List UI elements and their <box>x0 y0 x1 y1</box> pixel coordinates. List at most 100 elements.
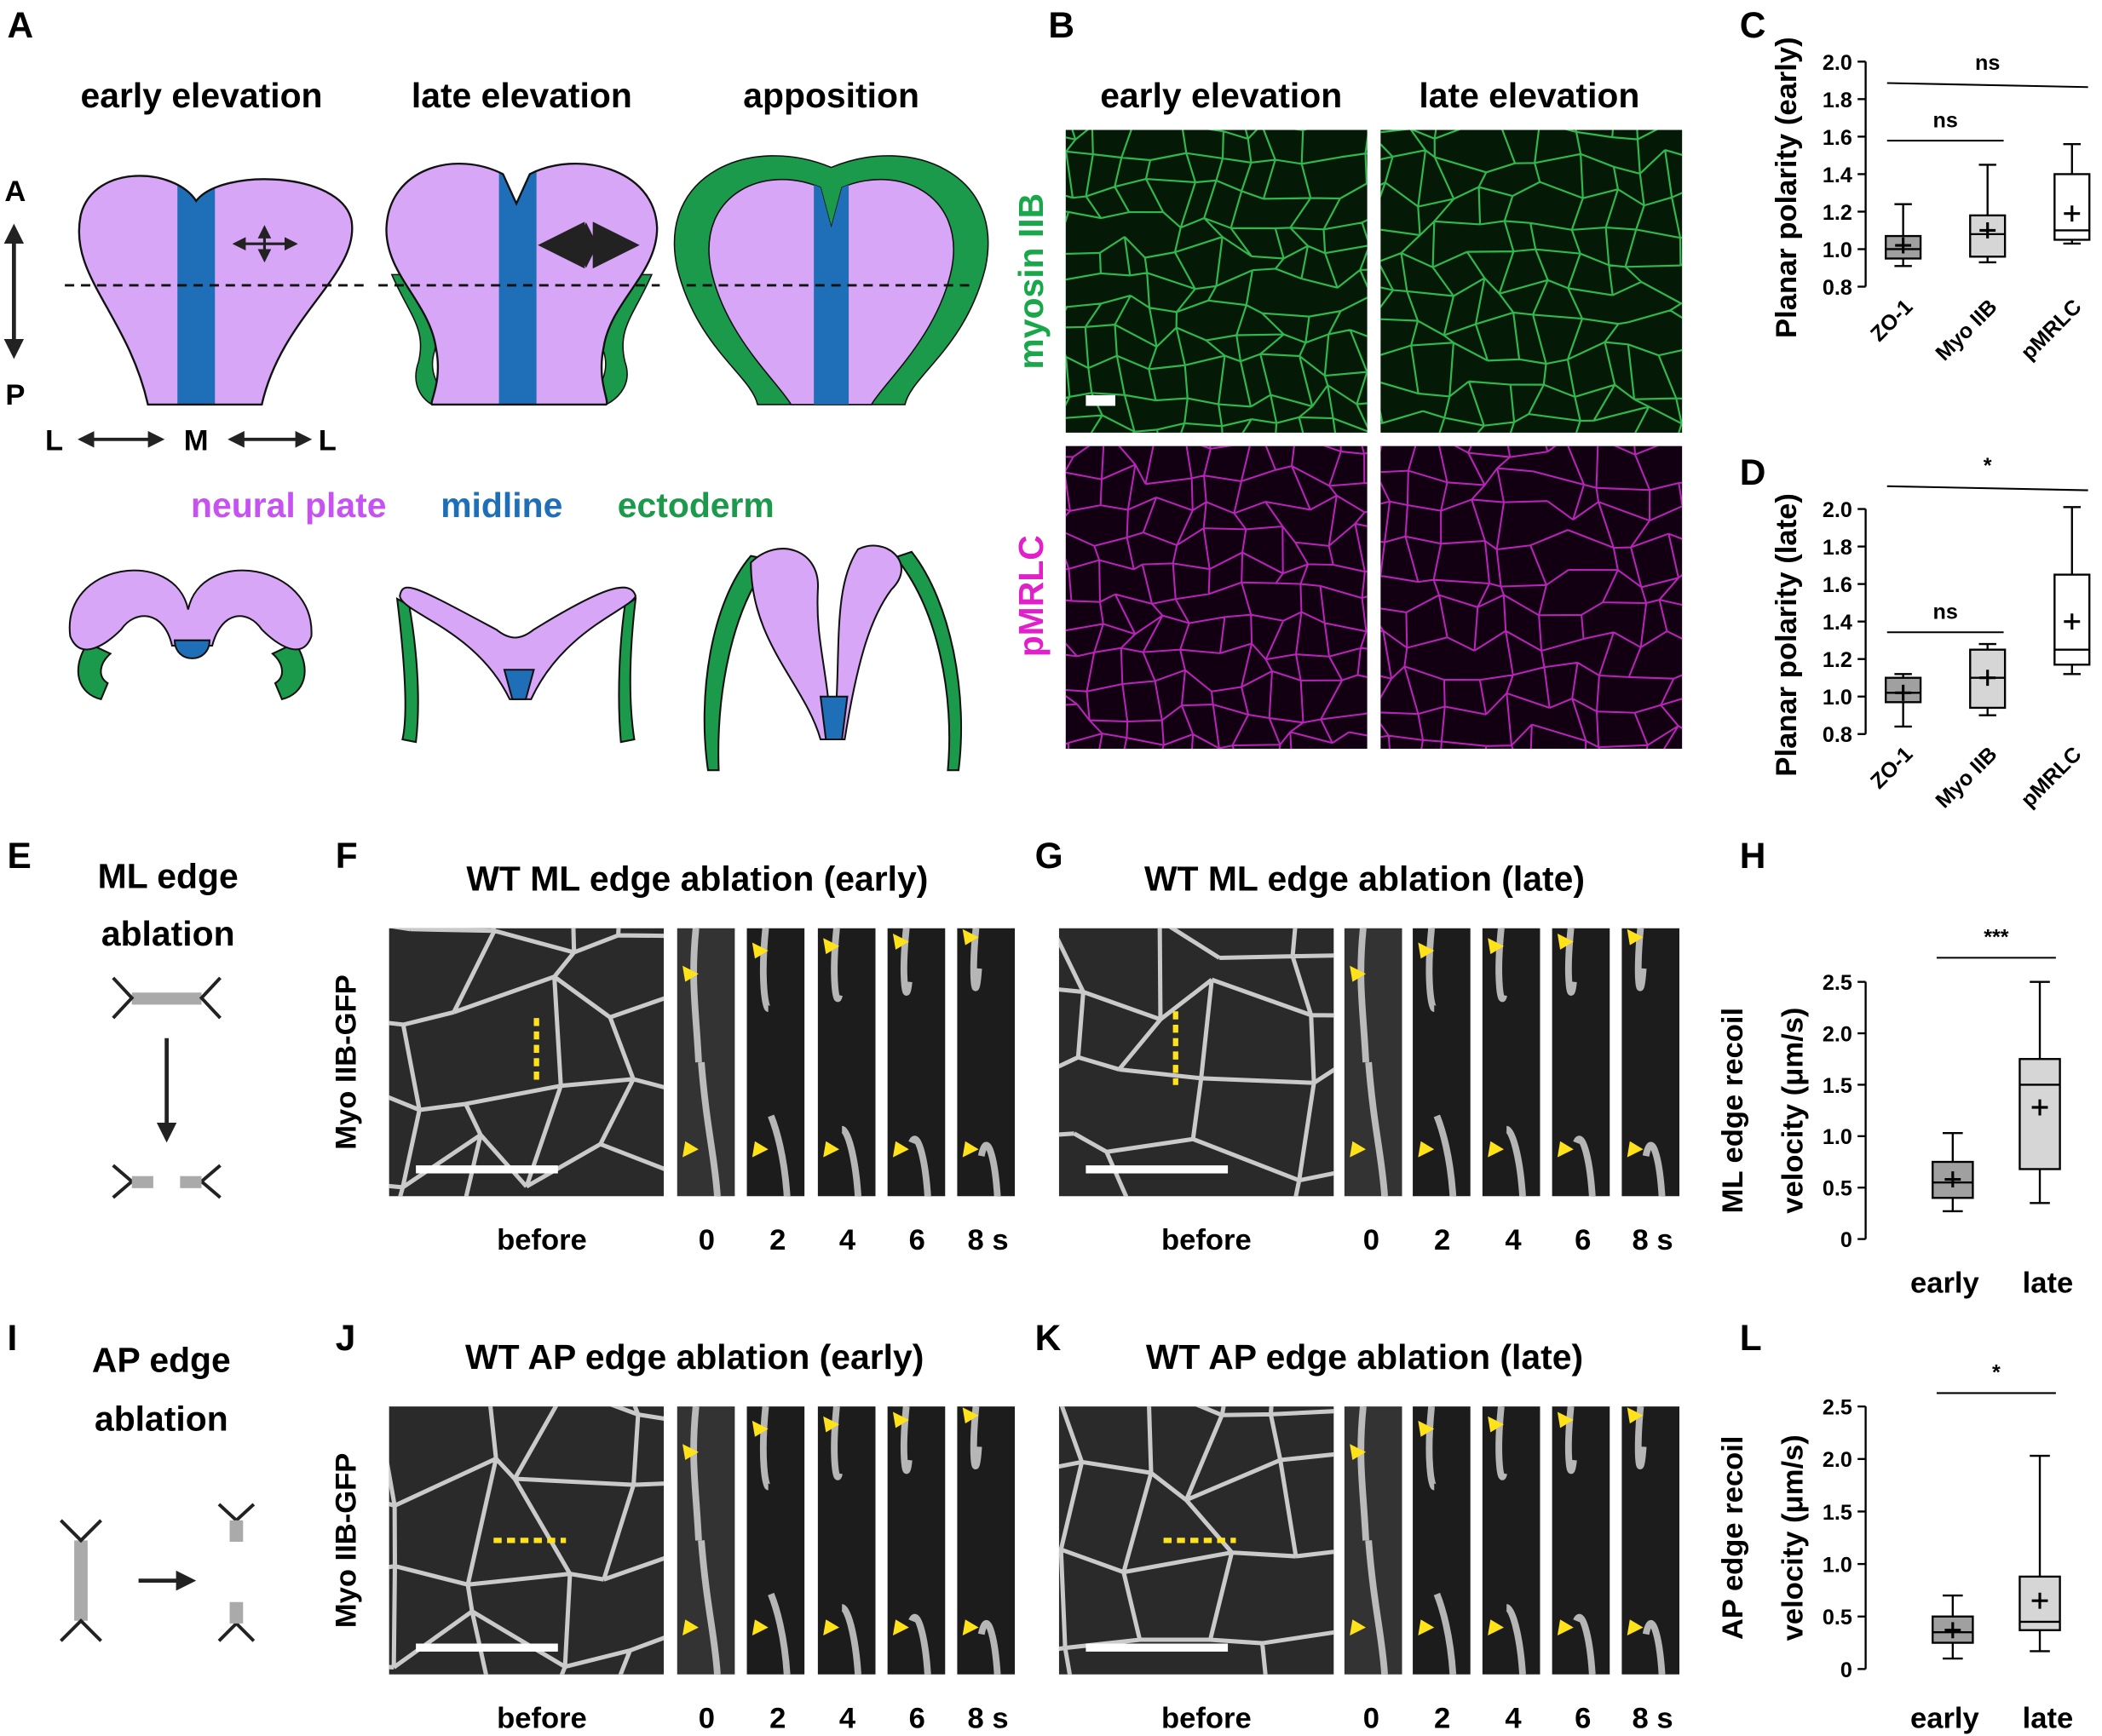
mean-marker <box>1944 1622 1961 1639</box>
ectoderm <box>894 550 963 772</box>
frame-label: 4 <box>1505 1224 1522 1256</box>
edge-signal <box>901 928 931 1197</box>
frame-label: 8 s <box>968 1703 1009 1735</box>
panel-title: WT AP edge ablation (early) <box>465 1337 924 1377</box>
kymo-frame <box>957 1406 1016 1675</box>
frame-label: 6 <box>909 1703 925 1735</box>
column-title: early elevation <box>1100 76 1342 115</box>
frame-label: before <box>1161 1224 1252 1256</box>
midline <box>498 164 537 405</box>
edge-signal <box>1565 1405 1596 1675</box>
kymo-frame <box>1621 928 1680 1197</box>
arrowhead <box>962 1407 979 1424</box>
y-axis-label: velocity (μm/s) <box>1777 1008 1810 1214</box>
arrowhead <box>1350 1619 1367 1636</box>
cell-network <box>389 1406 665 1675</box>
significance-bracket <box>1886 485 2088 491</box>
cell-network <box>1065 129 1368 433</box>
cell-edges <box>1058 928 1334 1197</box>
legend-label: midline <box>441 486 562 525</box>
y-tick-label: 2.0 <box>1823 1022 1852 1046</box>
micrograph <box>1380 445 1683 750</box>
panel-b: early elevation late elevation myosin II… <box>1011 76 1639 657</box>
edge-signal <box>690 928 721 1197</box>
mean-marker <box>1895 237 1912 254</box>
panel-label: E <box>7 836 31 876</box>
y-tick-label: 1.0 <box>1823 1125 1852 1149</box>
arrows <box>3 221 640 448</box>
cross-sections <box>68 544 963 772</box>
significance-label: * <box>1992 1361 2001 1385</box>
panel-label: G <box>1035 836 1063 876</box>
edge-signal <box>690 1405 721 1675</box>
cell-network <box>1065 445 1368 750</box>
arrowhead <box>752 1420 769 1437</box>
arrowhead <box>1418 942 1435 959</box>
kymo-frame <box>1482 928 1541 1197</box>
schematic-title: AP edge <box>92 1340 231 1379</box>
scale-bar <box>416 1643 558 1652</box>
orientation-label: L <box>45 424 63 457</box>
kymo-frame <box>887 928 946 1197</box>
panel-label: K <box>1035 1318 1062 1358</box>
arrowhead <box>823 1619 840 1636</box>
row-title: myosin IIB <box>1011 193 1051 370</box>
y-tick-label: 1.0 <box>1823 1554 1852 1578</box>
frame-label: 4 <box>839 1703 856 1735</box>
y-tick-label: 1.8 <box>1823 536 1852 560</box>
y-tick-label: 1.2 <box>1823 648 1852 672</box>
stage-title: apposition <box>743 76 919 115</box>
edge-signal <box>970 928 1001 1197</box>
frame-label: before <box>497 1703 587 1735</box>
stage-title: late elevation <box>412 76 632 115</box>
frame-label: 6 <box>909 1224 925 1256</box>
arrowhead <box>892 1619 909 1636</box>
arrowhead <box>752 1141 769 1158</box>
y-axis-label: ML edge recoil <box>1717 1008 1749 1213</box>
cell-edges <box>1058 1406 1334 1675</box>
orientation-label: M <box>184 424 209 457</box>
frame-label: 8 s <box>1633 1703 1673 1735</box>
arrowhead <box>752 1619 769 1636</box>
cell-edges <box>389 1406 665 1675</box>
edge-signal <box>1634 928 1666 1197</box>
arrowhead <box>752 942 769 959</box>
cell-network <box>1380 445 1683 750</box>
midline <box>503 669 535 700</box>
row-title: pMRLC <box>1011 535 1051 657</box>
edge-signal <box>1425 928 1457 1197</box>
neural-plate <box>399 586 637 700</box>
mean-marker <box>2064 205 2081 222</box>
kymo-frame <box>746 1406 805 1675</box>
arrowhead <box>1488 1619 1505 1636</box>
y-tick-label: 0.8 <box>1823 276 1852 300</box>
arrowhead <box>682 965 699 982</box>
outline <box>78 175 354 406</box>
edge-signal <box>1357 1405 1388 1675</box>
kymo-frame <box>957 928 1016 1197</box>
midline <box>177 175 216 405</box>
kymo-frame <box>1482 1406 1541 1675</box>
arrowhead <box>1488 938 1505 955</box>
edge <box>229 1520 244 1542</box>
y-tick-label: 1.4 <box>1823 164 1852 187</box>
y-tick-label: 2.0 <box>1823 498 1852 522</box>
scale-bar <box>1086 394 1115 406</box>
panel-label: H <box>1740 836 1766 876</box>
legend-label: ectoderm <box>618 486 775 525</box>
x-tick-label: Myo IIB <box>1931 742 2001 813</box>
panel-label: I <box>7 1318 17 1358</box>
edge-signal <box>970 1405 1001 1675</box>
y-label: Myo IIB-GFP <box>330 1453 362 1629</box>
kymo-frame <box>817 1406 876 1675</box>
arrowhead <box>682 1619 699 1636</box>
cell-edges <box>389 928 665 1197</box>
mean-marker <box>1979 670 1996 687</box>
y-tick-label: 1.5 <box>1823 1074 1852 1098</box>
cell-network <box>1058 1406 1334 1675</box>
frame-label: 0 <box>699 1224 715 1256</box>
cell-edges <box>1380 445 1683 750</box>
x-tick-label: ZO-1 <box>1866 295 1917 346</box>
mean-marker <box>2064 613 2081 630</box>
y-tick-label: 1.8 <box>1823 89 1852 112</box>
